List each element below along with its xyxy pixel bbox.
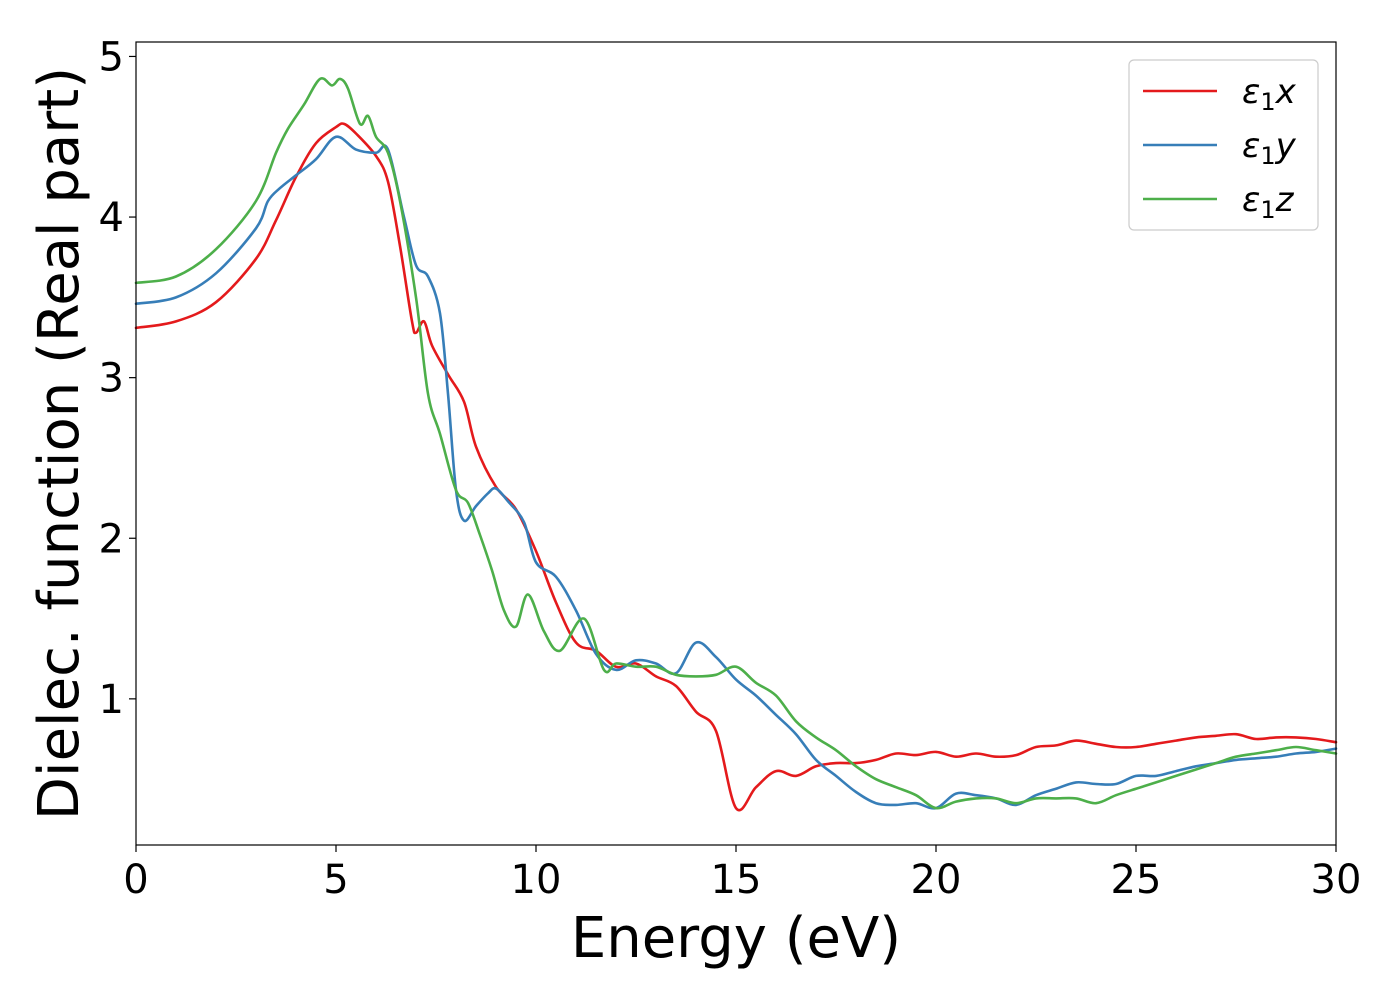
series-line-1	[134, 135, 1338, 810]
y-tick-label: 2	[99, 516, 124, 562]
x-tick-label: 15	[711, 857, 762, 903]
x-tick-label: 25	[1111, 857, 1162, 903]
y-tick-label: 3	[99, 356, 124, 402]
x-tick-label: 10	[511, 857, 562, 903]
legend-box	[1128, 59, 1319, 231]
x-tick-label: 0	[123, 857, 148, 903]
legend-label-0: ε1x	[1242, 72, 1297, 116]
y-tick-label: 1	[99, 677, 124, 723]
legend-label-1: ε1y	[1242, 126, 1297, 170]
series-line-2	[134, 76, 1338, 810]
x-tick-label: 30	[1311, 857, 1362, 903]
y-tick-label: 5	[99, 34, 124, 80]
series-line-0	[134, 122, 1338, 812]
series-group	[134, 76, 1338, 812]
legend-label-2: ε1z	[1242, 180, 1295, 224]
x-axis-title: Energy (eV)	[571, 906, 901, 971]
x-tick-label: 20	[911, 857, 962, 903]
y-axis-title: Dielec. function (Real part)	[27, 67, 92, 820]
x-tick-label: 5	[323, 857, 348, 903]
y-tick-label: 4	[99, 195, 124, 241]
ticks-group: 0 5 10 15 20 25 30 1 2 3 4 5	[99, 34, 1362, 903]
legend: ε1x ε1y ε1z	[1128, 59, 1319, 231]
